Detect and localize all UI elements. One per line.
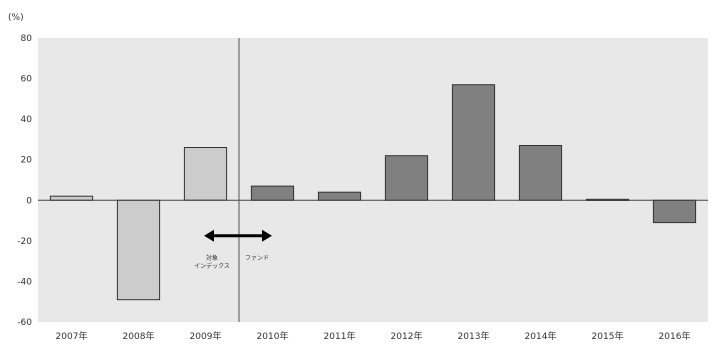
y-tick-label: -20 — [17, 237, 32, 247]
double-arrow-icon — [204, 229, 272, 242]
x-axis: 2007年 2008年 2009年 2010年 2011年 2012年 2013年 2014年… — [56, 330, 691, 342]
bar — [518, 145, 563, 201]
x-tick-label: 2009年 — [190, 330, 222, 342]
bar — [116, 199, 161, 301]
x-tick-label: 2014年 — [525, 330, 557, 342]
bar — [183, 147, 228, 201]
x-tick-label: 2013年 — [458, 330, 490, 342]
y-tick-label: 20 — [21, 156, 33, 166]
annotation-fund: ファンド — [245, 255, 269, 262]
bar — [250, 185, 295, 201]
x-tick-label: 2010年 — [257, 330, 289, 342]
y-tick-label: -40 — [17, 277, 32, 287]
x-tick-label: 2012年 — [391, 330, 423, 342]
bar — [49, 195, 94, 201]
annotation-index-line2: インデックス — [194, 262, 230, 270]
x-tick-label: 2016年 — [659, 330, 691, 342]
y-tick-label: 40 — [21, 115, 33, 125]
x-tick-label: 2008年 — [123, 330, 155, 342]
y-tick-label: -60 — [17, 318, 32, 328]
y-tick-label: 0 — [26, 196, 32, 206]
x-tick-label: 2011年 — [324, 330, 356, 342]
bar — [384, 155, 429, 201]
y-tick-label: 60 — [21, 75, 33, 85]
y-axis-unit-label: (%) — [8, 13, 24, 23]
bar — [652, 199, 697, 224]
y-tick-label: 80 — [21, 34, 33, 44]
bar-series — [49, 84, 697, 301]
bar — [451, 84, 496, 201]
x-tick-label: 2015年 — [592, 330, 624, 342]
y-axis: 80 60 40 20 0 -20 -40 -60 — [17, 34, 32, 328]
x-tick-label: 2007年 — [56, 330, 88, 342]
annotation-index-line1: 対象 — [206, 254, 218, 262]
bar — [317, 191, 362, 201]
